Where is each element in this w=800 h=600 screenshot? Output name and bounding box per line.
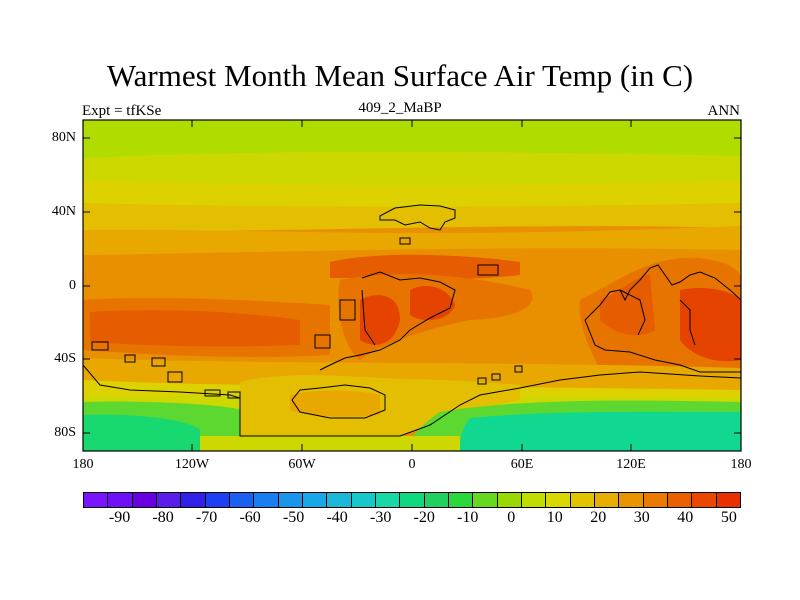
band-north-yellow xyxy=(83,180,741,209)
lon-label-120e: 120E xyxy=(616,457,646,472)
colorbar-cell xyxy=(716,493,740,507)
east-warm-1 xyxy=(600,275,655,336)
colorbar-label: 20 xyxy=(590,509,607,526)
colorbar-cell xyxy=(667,493,693,507)
lat-label-80s: 80S xyxy=(54,425,76,440)
colorbar-label: 0 xyxy=(507,509,516,526)
colorbar-label: -60 xyxy=(239,509,261,526)
colorbar-cell xyxy=(521,493,547,507)
colorbar-label: 10 xyxy=(546,509,563,526)
band-north-amber xyxy=(83,226,741,255)
axis-ticks xyxy=(83,120,741,451)
colorbar-label: -10 xyxy=(457,509,479,526)
colorbar-label: 40 xyxy=(677,509,694,526)
colorbar-cell xyxy=(84,493,109,507)
colorbar-cell xyxy=(156,493,182,507)
period-label: 409_2_MaBP xyxy=(358,100,442,116)
lat-label-80n: 80N xyxy=(51,130,76,145)
lon-label-180e: 180 xyxy=(730,457,752,472)
experiment-label: Expt = tfKSe xyxy=(82,103,162,119)
colorbar-label: 50 xyxy=(720,509,737,526)
colorbar-cell xyxy=(375,493,401,507)
map-title: Warmest Month Mean Surface Air Temp (in … xyxy=(106,58,694,93)
colorbar-cell xyxy=(327,493,352,507)
colorbar-cell xyxy=(497,493,522,507)
colorbar-label: -80 xyxy=(152,509,174,526)
colorbar-cell xyxy=(181,493,206,507)
lon-label-0: 0 xyxy=(408,457,416,472)
colorbar-cell xyxy=(448,493,474,507)
colorbar-cell xyxy=(302,493,328,507)
season-label: ANN xyxy=(707,103,741,119)
colorbar-label: -50 xyxy=(282,509,305,526)
colorbar-cell xyxy=(205,493,230,507)
colorbar-label: -20 xyxy=(413,509,435,526)
colorbar xyxy=(83,492,741,508)
continent-outlines xyxy=(82,204,742,437)
belt-west-core xyxy=(90,310,300,347)
colorbar-cell xyxy=(351,493,376,507)
colorbar-cell xyxy=(692,493,717,507)
colorbar-cell xyxy=(570,493,595,507)
colorbar-cell xyxy=(254,493,279,507)
lon-label-60e: 60E xyxy=(510,457,534,472)
hot-spot-1 xyxy=(360,295,400,345)
lon-label-180w: 180 xyxy=(72,457,94,472)
east-hot xyxy=(680,288,741,362)
colorbar-cell xyxy=(132,493,157,507)
lat-label-40s: 40S xyxy=(54,351,76,366)
ocean-teal-east xyxy=(460,411,741,451)
lon-label-120w: 120W xyxy=(174,457,210,472)
colorbar-label: -30 xyxy=(369,509,392,526)
map-field xyxy=(83,120,741,451)
colorbar-cell xyxy=(424,493,449,507)
lat-label-0: 0 xyxy=(69,278,76,293)
colorbar-cell xyxy=(229,493,255,507)
colorbar-cell xyxy=(108,493,133,507)
colorbar-label: -70 xyxy=(195,509,218,526)
colorbar-cell xyxy=(643,493,668,507)
colorbar-label: 30 xyxy=(633,509,650,526)
colorbar-cell xyxy=(594,493,620,507)
colorbar-cell xyxy=(546,493,571,507)
band-north-yg xyxy=(83,151,741,188)
colorbar-cell xyxy=(278,493,303,507)
lon-label-60w: 60W xyxy=(288,457,316,472)
lat-label-40n: 40N xyxy=(51,204,76,219)
coast-strip xyxy=(200,436,460,451)
colorbar-label: -90 xyxy=(108,509,131,526)
ocean-teal-west xyxy=(83,414,200,451)
band-north-gold xyxy=(83,203,741,232)
colorbar-cell xyxy=(473,493,498,507)
colorbar-cell xyxy=(619,493,644,507)
antarctic-warm xyxy=(290,390,380,417)
colorbar-label: -40 xyxy=(326,509,348,526)
colorbar-cell xyxy=(400,493,425,507)
